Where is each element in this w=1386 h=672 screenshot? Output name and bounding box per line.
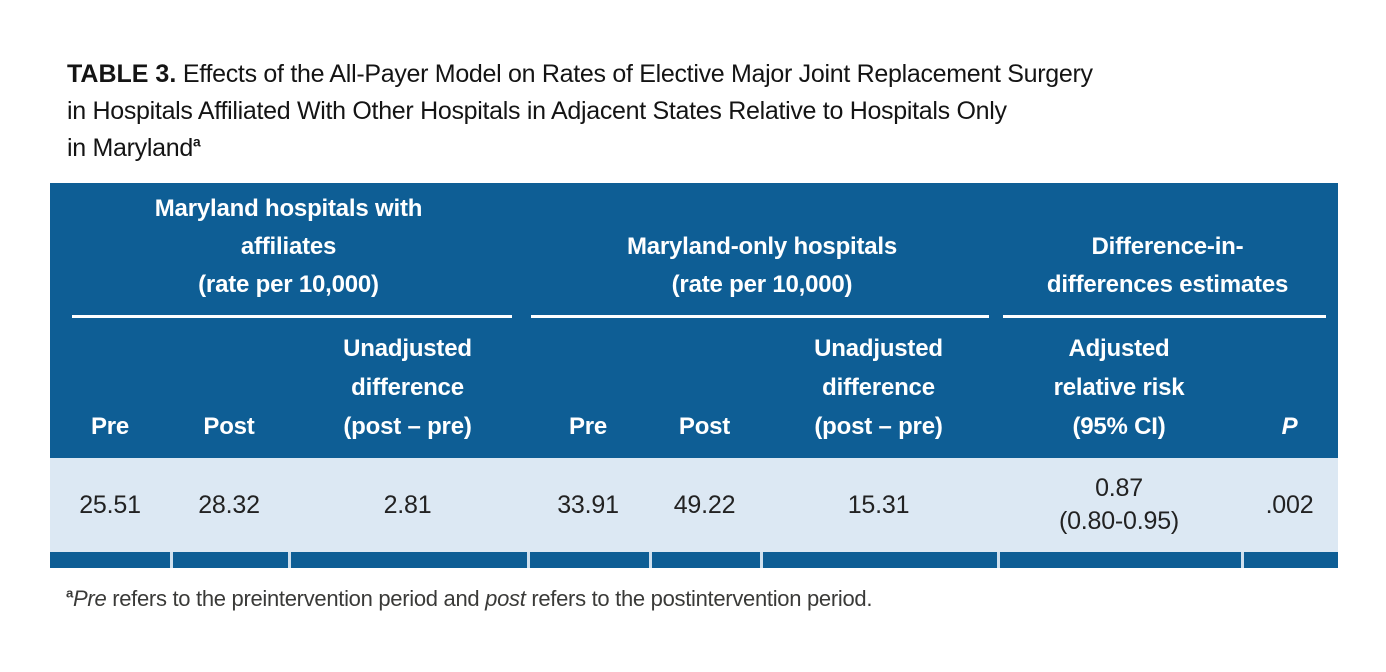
group-header-maryland-only: Maryland-only hospitals (rate per 10,000… xyxy=(527,183,997,320)
column-header-post-2: Post xyxy=(649,320,760,458)
cell-post-rate-affiliates: 28.32 xyxy=(170,458,288,552)
cell-unadjusted-difference-affiliates: 2.81 xyxy=(288,458,527,552)
group-header-label: Maryland hospitals with affiliates (rate… xyxy=(154,195,423,298)
bottom-border-segment xyxy=(170,552,288,568)
table-title: TABLE 3. Effects of the All-Payer Model … xyxy=(67,56,1337,167)
table-title-line-3: in Marylanda xyxy=(67,134,201,162)
column-header-p-value: P xyxy=(1241,320,1338,458)
results-table: Maryland hospitals with affiliates (rate… xyxy=(50,183,1338,568)
cell-adjusted-relative-risk: 0.87 (0.80-0.95) xyxy=(997,458,1241,552)
footnote-pre-italic: Pre xyxy=(73,586,107,611)
title-footnote-marker: a xyxy=(192,134,201,150)
group-header-maryland-affiliates: Maryland hospitals with affiliates (rate… xyxy=(50,183,527,320)
bottom-border-segment xyxy=(50,552,170,568)
bottom-border-segment xyxy=(760,552,997,568)
group-header-label: Difference-in- differences estimates xyxy=(1046,233,1289,298)
footnote-post-italic: post xyxy=(485,586,526,611)
table-title-line-2: in Hospitals Affiliated With Other Hospi… xyxy=(67,97,1007,125)
bottom-border-segment xyxy=(649,552,760,568)
table-title-line-1: TABLE 3. Effects of the All-Payer Model … xyxy=(67,60,1093,88)
cell-post-rate-maryland-only: 49.22 xyxy=(649,458,760,552)
cell-pre-rate-affiliates: 25.51 xyxy=(50,458,170,552)
bottom-border-segment xyxy=(527,552,649,568)
table-footnote: aPre refers to the preintervention perio… xyxy=(66,585,873,611)
footnote-marker: a xyxy=(66,585,74,601)
column-header-unadjusted-difference-1: Unadjusted difference (post – pre) xyxy=(288,320,527,458)
column-header-unadjusted-difference-2: Unadjusted difference (post – pre) xyxy=(760,320,997,458)
spanner-rule xyxy=(531,315,989,318)
column-header-adjusted-relative-risk: Adjusted relative risk (95% CI) xyxy=(997,320,1241,458)
column-header-post-1: Post xyxy=(170,320,288,458)
group-header-did-estimates: Difference-in- differences estimates xyxy=(997,183,1338,320)
spanner-rule xyxy=(1003,315,1326,318)
bottom-border-segment xyxy=(997,552,1241,568)
column-header-pre-1: Pre xyxy=(50,320,170,458)
bottom-border-segment xyxy=(288,552,527,568)
group-header-label: Maryland-only hospitals (rate per 10,000… xyxy=(626,233,898,298)
table-number-label: TABLE 3. xyxy=(67,60,177,88)
spanner-rule xyxy=(72,315,512,318)
column-header-pre-2: Pre xyxy=(527,320,649,458)
cell-unadjusted-difference-maryland-only: 15.31 xyxy=(760,458,997,552)
cell-p-value: .002 xyxy=(1241,458,1338,552)
cell-pre-rate-maryland-only: 33.91 xyxy=(527,458,649,552)
bottom-border-segment xyxy=(1241,552,1338,568)
